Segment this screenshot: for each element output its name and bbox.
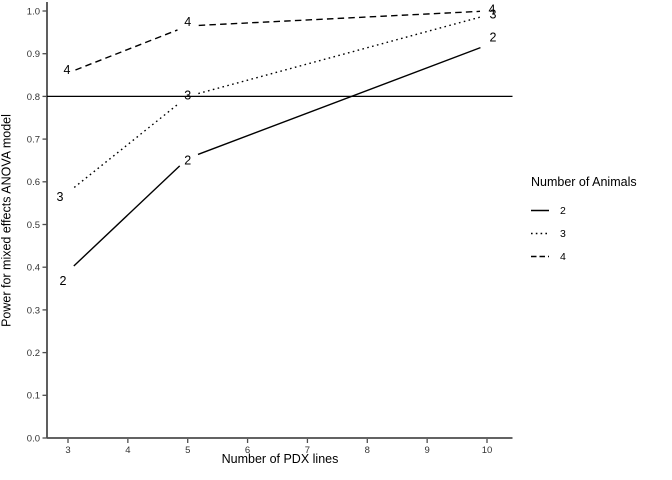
y-tick-label: 0.3 <box>27 305 40 316</box>
series-line-4 <box>75 29 178 71</box>
legend: Number of Animals 2 3 4 <box>531 175 671 268</box>
curve-label-4: 4 <box>184 15 191 29</box>
curve-label-3: 3 <box>57 190 64 204</box>
y-tick-label: 0.4 <box>27 263 40 274</box>
x-tick-label: 8 <box>365 445 370 456</box>
y-tick-label: 0.7 <box>27 135 40 146</box>
y-tick-label: 1.0 <box>27 6 40 17</box>
y-tick-label: 0.2 <box>27 348 40 359</box>
legend-item-label: 4 <box>560 250 566 263</box>
y-axis-title: Power for mixed effects ANOVA model <box>0 114 14 327</box>
curve-label-3: 3 <box>184 89 191 103</box>
series-line-2 <box>73 165 181 267</box>
x-tick-label: 10 <box>482 445 493 456</box>
curve-label-3: 3 <box>490 8 497 22</box>
x-tick-label: 3 <box>65 445 70 456</box>
x-tick-label: 7 <box>305 445 310 456</box>
series-line-2 <box>197 46 481 156</box>
curve-label-2: 2 <box>60 274 67 288</box>
x-tick-label: 5 <box>185 445 190 456</box>
curve-label-2: 2 <box>184 154 191 168</box>
legend-item-2: 2 <box>531 199 671 222</box>
legend-key-dashed-line-icon <box>531 255 549 258</box>
y-tick-label: 0.0 <box>27 433 40 444</box>
series-line-3 <box>198 16 481 95</box>
legend-item-label: 3 <box>560 227 566 240</box>
series-line-4 <box>198 10 481 27</box>
y-tick-label: 0.5 <box>27 220 40 231</box>
legend-item-3: 3 <box>531 222 671 245</box>
legend-item-4: 4 <box>531 245 671 268</box>
y-tick-label: 0.6 <box>27 177 40 188</box>
y-tick-label: 0.8 <box>27 92 40 103</box>
series-line-3 <box>73 102 180 189</box>
legend-key-dotted-line-icon <box>531 232 549 235</box>
y-tick-label: 0.1 <box>27 391 40 402</box>
x-tick-label: 9 <box>424 445 429 456</box>
y-tick-label: 0.9 <box>27 49 40 60</box>
curve-label-2: 2 <box>490 30 497 44</box>
legend-item-label: 2 <box>560 204 566 217</box>
curve-label-4: 4 <box>64 63 71 77</box>
legend-items: 2 3 4 <box>531 199 671 268</box>
x-tick-label: 4 <box>125 445 130 456</box>
legend-title: Number of Animals <box>531 175 637 189</box>
x-axis-title: Number of PDX lines <box>221 452 339 466</box>
x-tick-label: 6 <box>245 445 250 456</box>
curve-label-4: 4 <box>489 2 496 16</box>
legend-key-solid-line-icon <box>531 209 549 212</box>
